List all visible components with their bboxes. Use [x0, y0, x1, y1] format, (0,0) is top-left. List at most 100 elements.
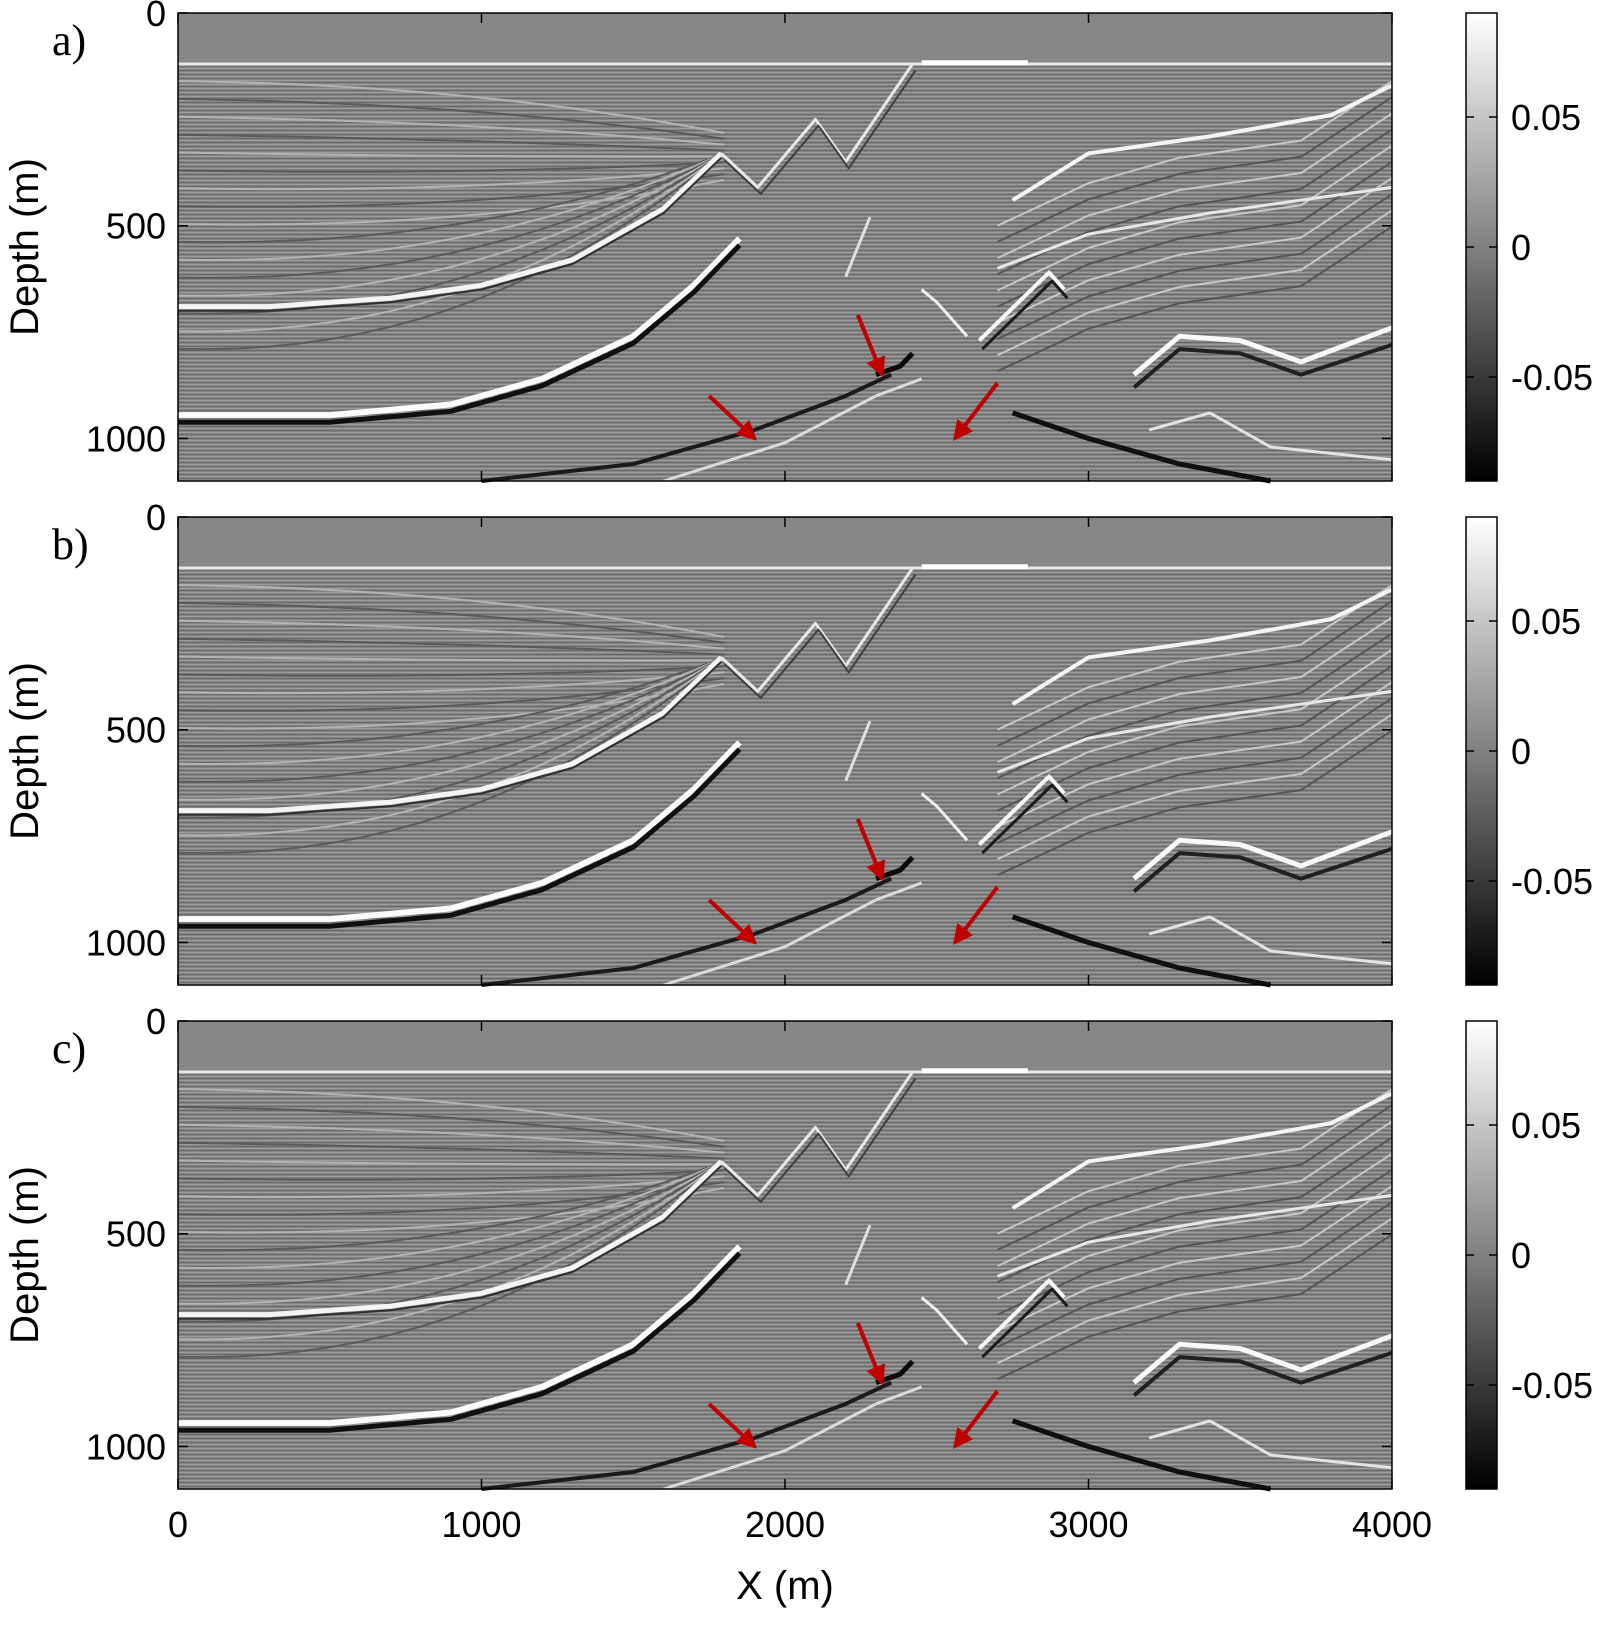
- reflector: [177, 677, 725, 712]
- reflector: [1011, 1091, 1393, 1210]
- reflector: [177, 167, 725, 191]
- reflector: [178, 1244, 742, 1427]
- reflector: [663, 1385, 923, 1491]
- reflectors: [177, 567, 1393, 988]
- reflector: [844, 1224, 872, 1286]
- reflector: [844, 720, 872, 782]
- reflector: [178, 740, 742, 923]
- reflector: [1132, 325, 1393, 377]
- reflector: [663, 377, 923, 483]
- reflector: [177, 637, 725, 656]
- colorbar-tick-label: 0: [1511, 227, 1531, 268]
- colorbar-tick-label: 0: [1511, 731, 1531, 772]
- reflector: [177, 115, 725, 146]
- y-tick-label: 500: [106, 710, 166, 751]
- reflector: [723, 573, 917, 699]
- y-axis-label: Depth (m): [3, 1166, 47, 1344]
- colorbar-tick-label: -0.05: [1511, 357, 1593, 398]
- panel-label: b): [52, 520, 89, 569]
- reflector: [177, 656, 725, 801]
- reflector: [178, 655, 724, 814]
- reflector: [178, 1159, 724, 1318]
- reflector: [177, 601, 725, 644]
- reflector: [997, 616, 1393, 764]
- reflector: [178, 660, 722, 816]
- red-arrow: [855, 314, 886, 378]
- reflector: [997, 1152, 1393, 1300]
- reflector: [1011, 587, 1393, 706]
- reflector: [1011, 410, 1272, 484]
- reflector: [920, 288, 969, 338]
- reflector: [177, 656, 725, 748]
- reflector: [997, 144, 1393, 292]
- reflector: [997, 665, 1393, 812]
- red-arrow: [953, 381, 1000, 441]
- colorbar-tick-label: -0.05: [1511, 861, 1593, 902]
- reflector: [920, 792, 969, 842]
- reflector: [997, 209, 1393, 357]
- y-tick-label: 500: [106, 206, 166, 247]
- reflector: [920, 1296, 969, 1346]
- reflector: [997, 697, 1393, 844]
- reflector: [177, 151, 725, 158]
- reflector: [997, 1104, 1393, 1251]
- seismic-image: [178, 1021, 1392, 1489]
- reflector: [177, 1088, 725, 1142]
- reflector: [177, 1160, 725, 1252]
- reflector: [178, 236, 742, 419]
- reflector: [177, 133, 725, 152]
- reflector: [177, 1123, 725, 1154]
- reflector: [663, 881, 923, 987]
- reflector: [177, 173, 725, 208]
- colorbar-tick-label: 0.05: [1511, 601, 1581, 642]
- y-axis-label: Depth (m): [3, 662, 47, 840]
- reflector: [1011, 1418, 1272, 1492]
- y-tick-label: 0: [146, 1001, 166, 1042]
- reflector: [997, 1201, 1393, 1348]
- reflector: [177, 665, 725, 677]
- reflector: [1132, 342, 1393, 389]
- reflector: [997, 112, 1393, 260]
- panel-b: 0 500 1000 Depth (m) b) 0.05 0 -0.05: [3, 497, 1593, 988]
- reflector: [177, 1181, 725, 1216]
- reflector: [177, 619, 725, 650]
- reflector: [997, 1169, 1393, 1316]
- y-tick-label: 1000: [86, 1426, 166, 1467]
- reflector: [178, 243, 742, 425]
- colorbar-tick-label: 0.05: [1511, 1105, 1581, 1146]
- x-tick-label: 2000: [745, 1504, 825, 1545]
- red-arrow: [855, 818, 886, 882]
- y-tick-label: 1000: [86, 418, 166, 459]
- reflector: [177, 152, 725, 244]
- reflector: [177, 671, 725, 695]
- reflector: [177, 656, 725, 855]
- reflector: [177, 152, 725, 279]
- reflector: [177, 152, 725, 261]
- reflector: [997, 729, 1393, 877]
- reflector: [997, 713, 1393, 861]
- reflector: [177, 80, 725, 134]
- reflector: [178, 1251, 742, 1433]
- reflector: [1148, 915, 1393, 966]
- colorbar-tick-label: -0.05: [1511, 1365, 1593, 1406]
- reflector: [177, 1159, 725, 1166]
- reflector: [996, 1193, 1393, 1278]
- x-axis-label: X (m): [736, 1564, 834, 1608]
- reflector: [177, 1160, 725, 1269]
- reflector: [997, 584, 1393, 731]
- reflector: [996, 185, 1393, 270]
- reflector: [844, 216, 872, 278]
- reflector: [177, 1160, 725, 1305]
- reflector: [177, 1141, 725, 1160]
- reflector: [177, 584, 725, 638]
- reflector: [720, 1071, 914, 1197]
- reflector: [977, 774, 1066, 847]
- reflector: [997, 96, 1393, 243]
- x-tick-label: 0: [168, 1504, 188, 1545]
- colorbar-tick-label: 0.05: [1511, 97, 1581, 138]
- reflector: [177, 152, 725, 297]
- reflector: [177, 1105, 725, 1148]
- reflector: [177, 152, 725, 333]
- reflector: [997, 177, 1393, 324]
- reflector: [720, 567, 914, 693]
